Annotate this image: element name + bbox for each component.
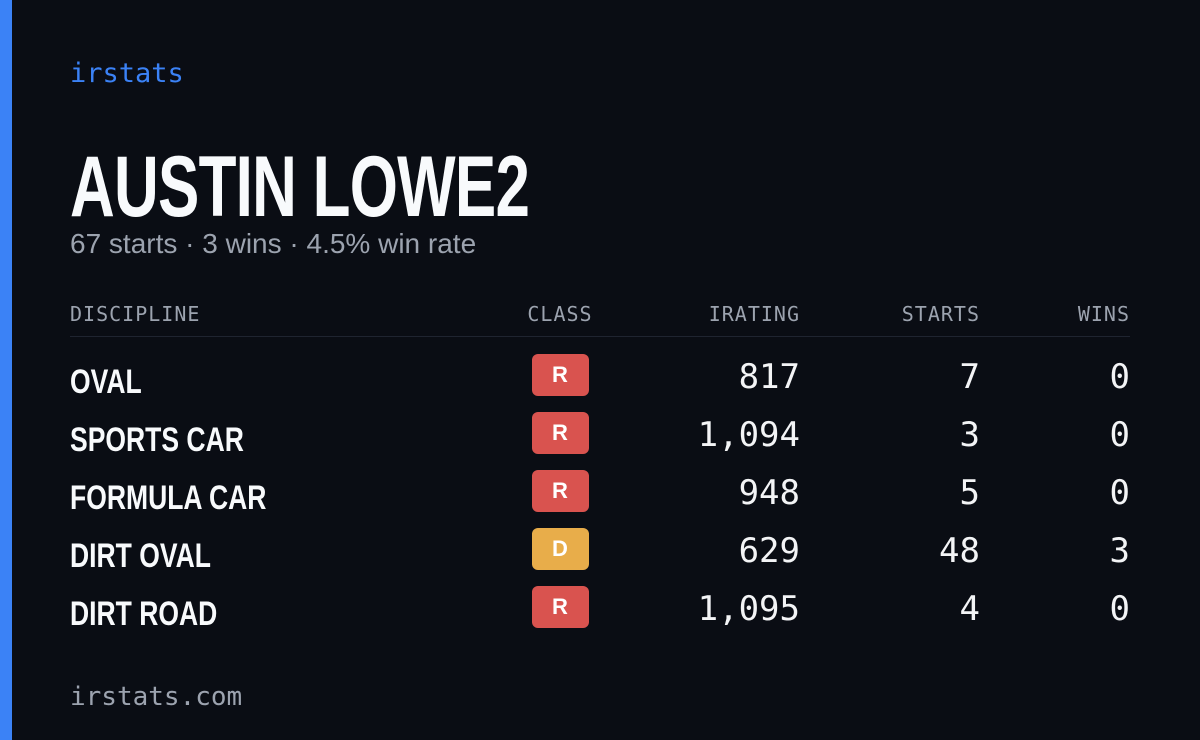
brand: irstats — [70, 58, 184, 89]
wins: 0 — [1109, 589, 1130, 629]
discipline: DIRT ROAD — [70, 595, 218, 633]
wins: 0 — [1109, 357, 1130, 397]
starts: 4 — [959, 589, 980, 629]
discipline: SPORTS CAR — [70, 421, 244, 459]
wins: 3 — [1109, 531, 1130, 571]
accent-bar — [0, 0, 12, 740]
summary: 67 starts · 3 wins · 4.5% win rate — [70, 228, 477, 259]
irating: 948 — [738, 473, 800, 513]
header-rule — [70, 336, 1130, 337]
starts: 3 — [959, 415, 980, 455]
column-header: WINS — [1077, 302, 1130, 326]
irating: 1,095 — [697, 589, 800, 629]
column-header: STARTS — [901, 302, 980, 326]
wins: 0 — [1109, 415, 1130, 455]
player-name: AUSTIN LOWE2 — [70, 139, 530, 235]
irating: 1,094 — [697, 415, 800, 455]
class-badge: R — [531, 354, 589, 396]
discipline: FORMULA CAR — [70, 479, 267, 517]
irating: 817 — [738, 357, 800, 397]
discipline: DIRT OVAL — [70, 537, 211, 575]
starts: 48 — [939, 531, 980, 571]
class-badge: R — [531, 470, 589, 512]
footer: irstats.com — [70, 682, 243, 712]
wins: 0 — [1109, 473, 1130, 513]
column-header: IRATING — [708, 302, 800, 326]
class-badge: R — [531, 412, 589, 454]
starts: 7 — [959, 357, 980, 397]
column-header: DISCIPLINE — [70, 302, 201, 326]
class-badge: R — [531, 586, 589, 628]
class-badge: D — [531, 528, 589, 570]
column-header: CLASS — [527, 302, 593, 326]
starts: 5 — [959, 473, 980, 513]
discipline: OVAL — [70, 363, 142, 401]
irating: 629 — [738, 531, 800, 571]
